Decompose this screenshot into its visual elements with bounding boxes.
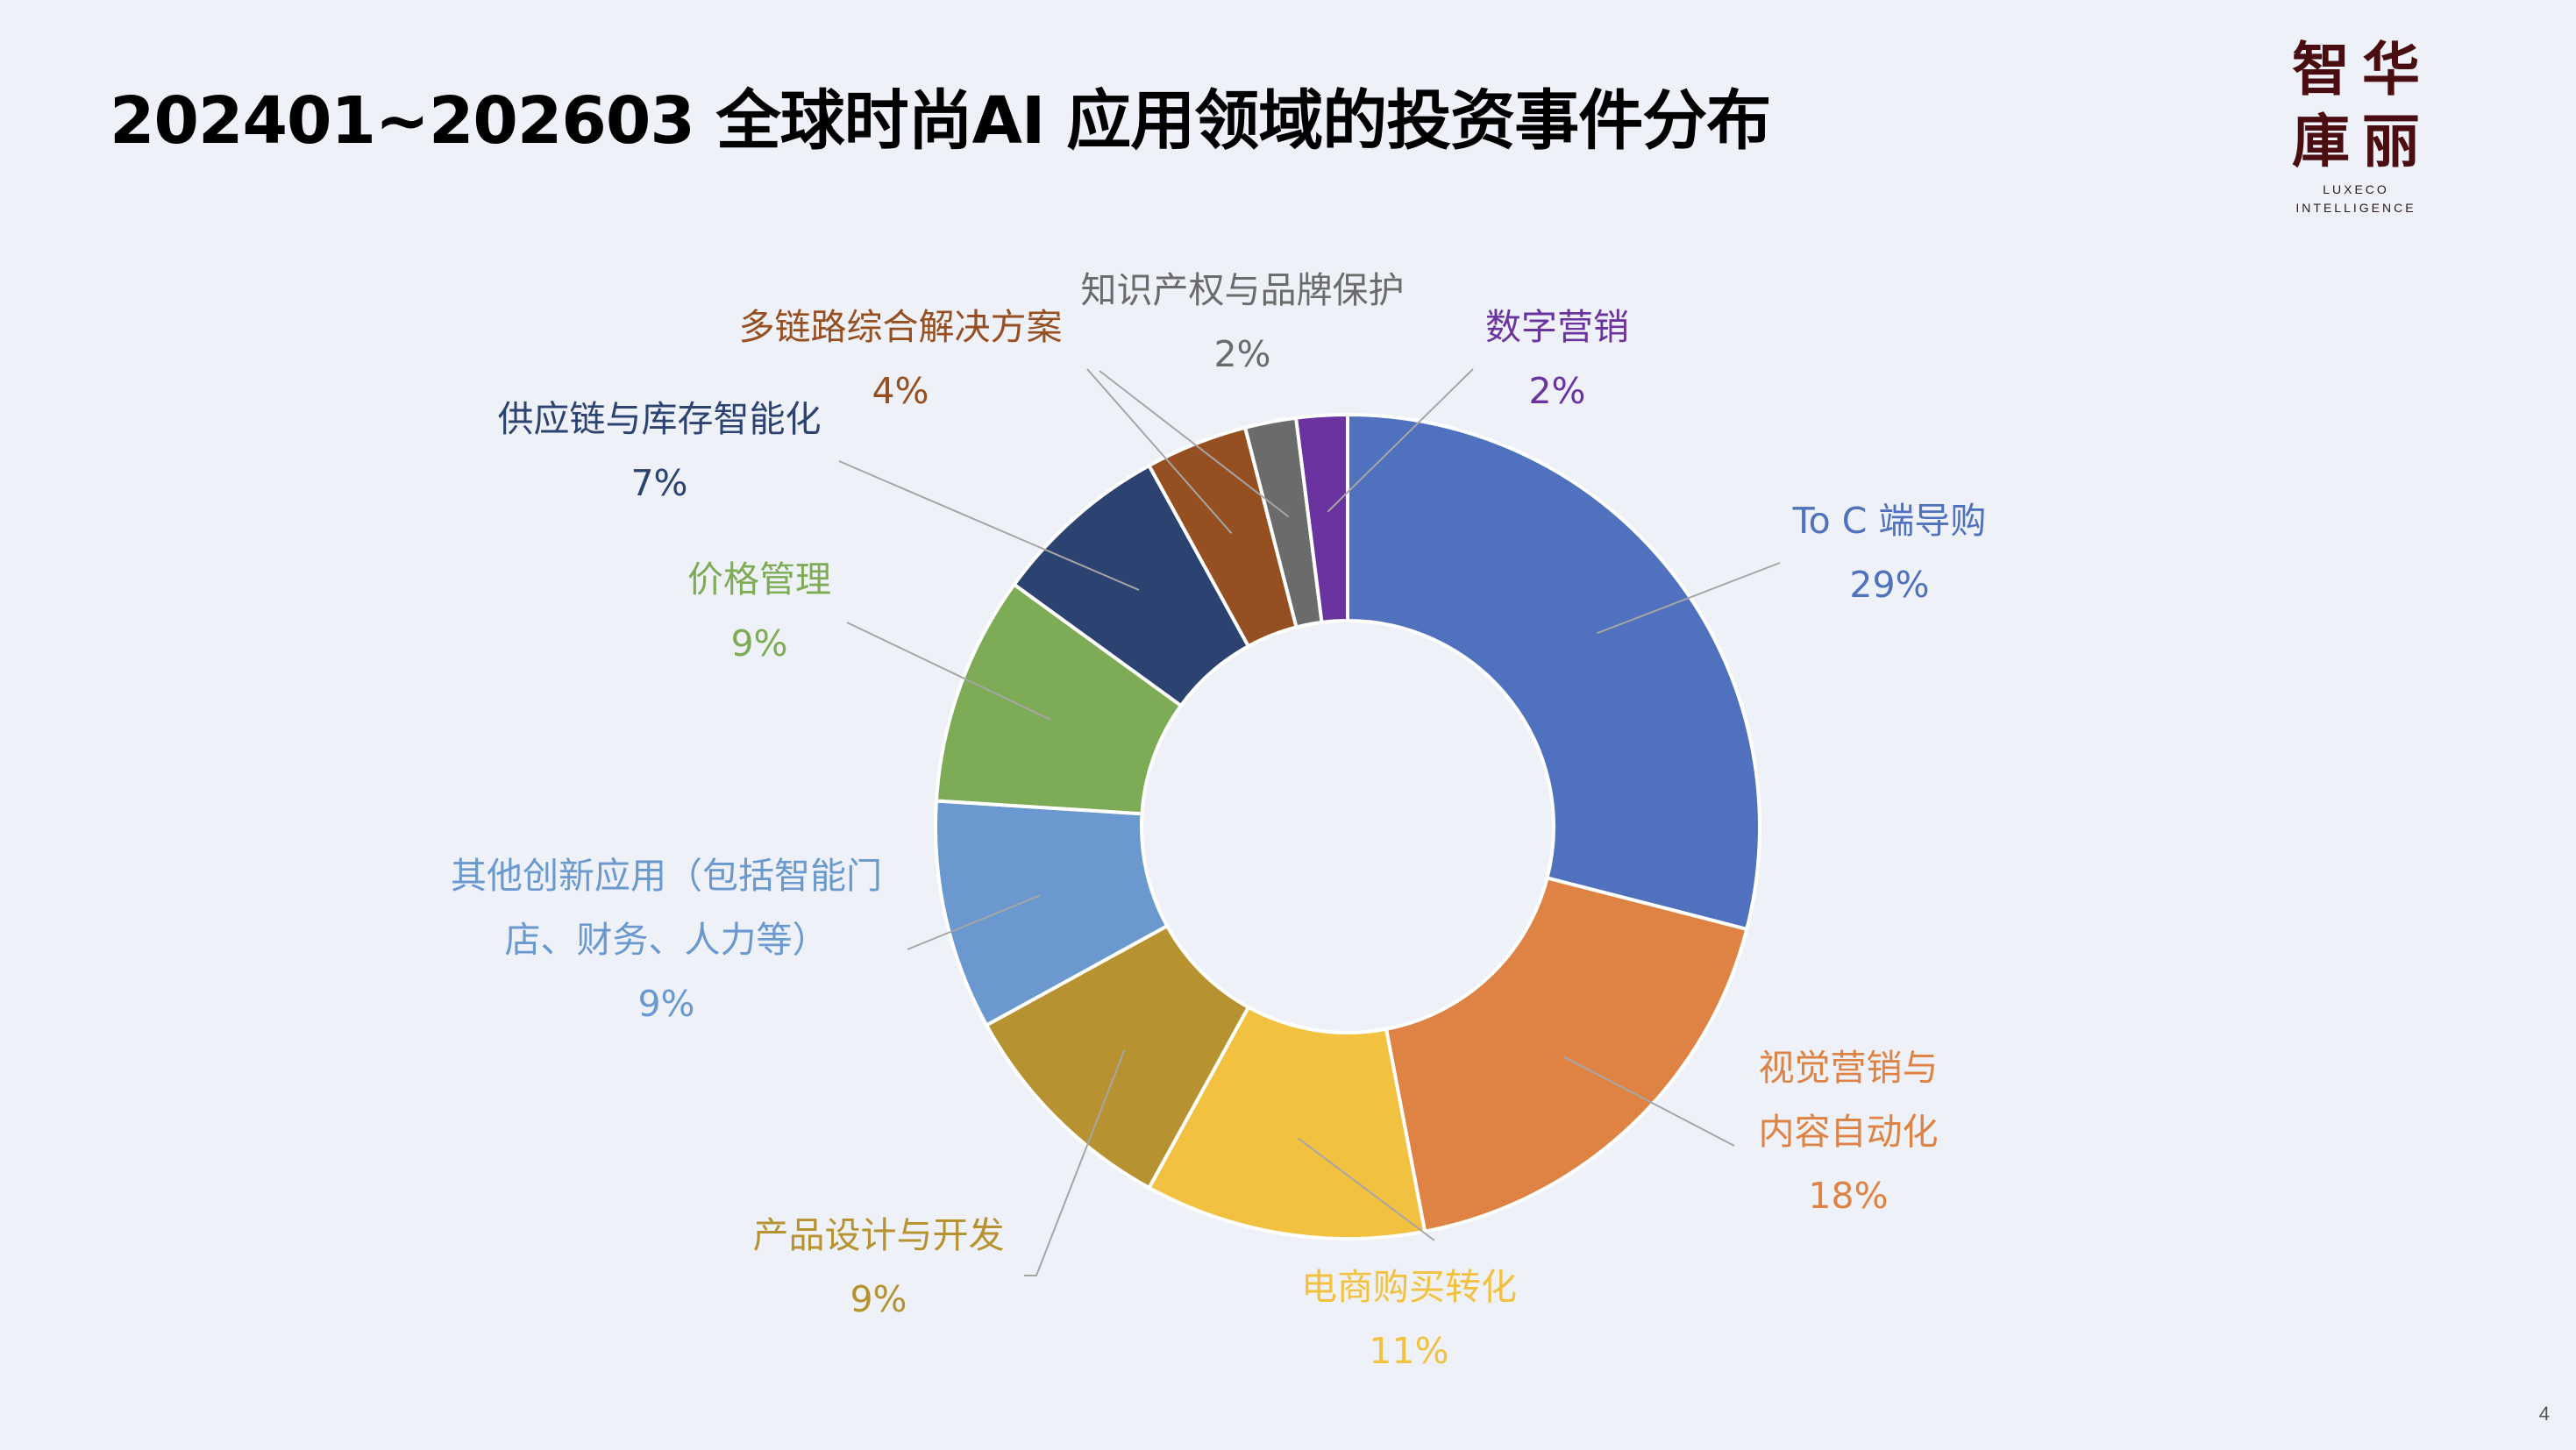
slice-label: 知识产权与品牌保护 2% [1081,269,1405,375]
slice-label: 视觉营销与内容自动化 18% [1759,1047,1939,1217]
slice-category: 其他创新应用（包括智能门 [451,855,882,897]
logo-char: 庫 [2292,107,2350,175]
slice-label: 产品设计与开发 9% [753,1214,1005,1320]
slice-percent: 9% [730,622,787,665]
slice-label: 电商购买转化 11% [1301,1266,1517,1372]
slice-category: 产品设计与开发 [753,1214,1005,1256]
brand-logo: 智 华 庫 丽 LUXECO INTELLIGENCE [2278,33,2434,217]
slice-percent: 2% [1528,370,1585,412]
leader-line [1099,370,1290,518]
page-number: 4 [2538,1403,2550,1425]
leader-line [1086,368,1233,534]
donut-slice [1293,412,1349,625]
slice-label: 其他创新应用（包括智能门店、财务、人力等） 9% [451,855,882,1025]
donut-slice [1346,412,1761,932]
leader-line [1298,1137,1435,1241]
slice-percent: 2% [1213,333,1270,375]
logo-line2: INTELLIGENCE [2295,201,2416,215]
slice-category: 数字营销 [1485,306,1629,348]
logo-char: 丽 [2362,107,2420,175]
leader-line [1597,562,1781,635]
slice-percent: 9% [637,983,694,1025]
logo-char: 智 [2292,35,2350,103]
donut-slice [1384,876,1749,1234]
logo-char: 华 [2362,35,2420,103]
slice-category: 供应链与库存智能化 [498,398,822,440]
slice-category: 视觉营销与 [1759,1047,1939,1089]
leader-line [1024,1049,1126,1276]
slice-category: 内容自动化 [1759,1111,1939,1153]
slice-category: 知识产权与品牌保护 [1081,269,1405,311]
slice-label: 价格管理 9% [687,558,831,665]
slice-percent: 29% [1849,564,1929,606]
slice-category: 多链路综合解决方案 [739,306,1063,348]
slice-category: 价格管理 [687,558,831,601]
slice-percent: 4% [872,370,929,412]
logo-line1: LUXECO [2323,182,2389,196]
slice-category: 店、财务、人力等） [505,919,829,961]
slice-category: To C 端导购 [1792,500,1987,542]
slice-label: 多链路综合解决方案 4% [739,306,1063,412]
slice-label: 数字营销 2% [1485,306,1629,412]
logo-mark: 智 华 庫 丽 [2286,33,2426,177]
slide-title: 202401~202603 全球时尚AI 应用领域的投资事件分布 [110,83,1771,159]
slice-label: To C 端导购 29% [1792,500,1987,606]
slice-percent: 18% [1808,1175,1888,1217]
leader-line [1562,1056,1735,1147]
slice-percent: 11% [1369,1330,1448,1372]
leader-line [838,460,1140,591]
slice-percent: 9% [850,1278,907,1320]
slice-category: 电商购买转化 [1301,1266,1517,1308]
leader-line [1327,368,1474,513]
leader-line [907,894,1041,950]
slice-percent: 7% [630,462,687,504]
leader-line [846,622,1051,721]
slice-label: 供应链与库存智能化 7% [498,398,822,504]
logo-subtitle: LUXECO INTELLIGENCE [2278,181,2434,217]
